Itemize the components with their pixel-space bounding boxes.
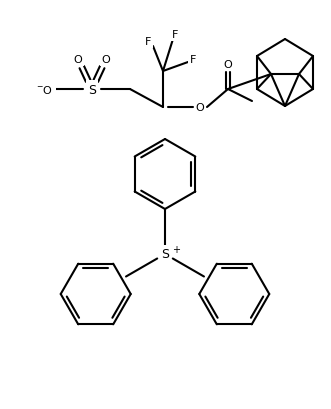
Text: S: S bbox=[88, 83, 96, 96]
Text: O: O bbox=[73, 55, 82, 65]
Text: S: S bbox=[161, 248, 169, 261]
Text: F: F bbox=[145, 37, 151, 47]
Text: O: O bbox=[224, 60, 232, 70]
Text: F: F bbox=[190, 55, 196, 65]
Text: O: O bbox=[196, 103, 204, 113]
Text: O: O bbox=[102, 55, 110, 65]
Text: $^{-}$O: $^{-}$O bbox=[36, 84, 54, 96]
Text: +: + bbox=[172, 245, 180, 254]
Text: F: F bbox=[172, 30, 178, 40]
